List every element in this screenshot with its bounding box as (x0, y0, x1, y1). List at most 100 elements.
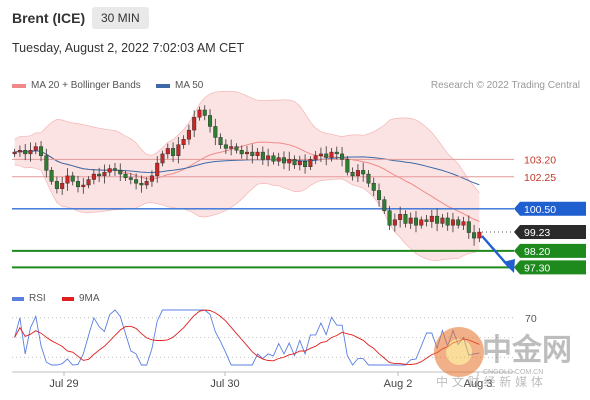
candle-body (334, 151, 339, 155)
candle-body (44, 155, 49, 171)
candle-body (303, 161, 308, 167)
candle-body (324, 153, 329, 158)
candle-body (102, 171, 107, 177)
x-tick-label: Aug 2 (384, 378, 413, 390)
x-tick-label: Jul 29 (49, 378, 78, 390)
legend-swatch-ma20 (12, 83, 26, 88)
candle-body (276, 157, 281, 162)
candle-body (202, 109, 207, 116)
candle-body (392, 219, 397, 226)
candle-body (39, 146, 44, 156)
candle-body (472, 232, 477, 239)
candle-body (313, 155, 318, 160)
candle-body (297, 161, 302, 166)
legend-swatch-ma50 (156, 83, 170, 88)
candle-body (149, 175, 154, 182)
candle-body (308, 159, 313, 167)
candle-body (65, 175, 70, 184)
candle-body (118, 170, 123, 175)
candle-body (419, 219, 424, 226)
legend-swatch-rsi (12, 296, 24, 301)
candle-body (271, 155, 276, 162)
level-tag-3 (514, 225, 586, 240)
candle-body (186, 129, 191, 140)
legend-label-rsi: RSI (29, 293, 46, 304)
candle-body (466, 221, 471, 233)
projection-arrow-head (503, 259, 515, 273)
candle-body (398, 214, 403, 220)
candle-body (413, 217, 418, 226)
rsi-line (14, 309, 480, 366)
candle-body (450, 219, 455, 226)
chart-header: Brent (ICE) 30 MIN (0, 0, 590, 36)
watermark-brand: 中金网 (482, 333, 572, 368)
bollinger-band (14, 91, 480, 261)
candle-body (329, 151, 334, 158)
candle-body (144, 181, 149, 186)
candle-body (371, 182, 376, 191)
candle-body (424, 219, 429, 222)
candle-body (260, 151, 265, 160)
candle-body (17, 150, 22, 153)
candle-body (244, 151, 249, 155)
rsi-9ma-line (14, 309, 480, 365)
candle-body (81, 184, 86, 188)
legend-9ma: 9MA (62, 293, 100, 304)
candle-body (435, 215, 440, 224)
level-tag-5 (514, 260, 586, 275)
candle-body (229, 146, 234, 149)
candle-body (318, 153, 323, 156)
legend-ma50: MA 50 (156, 80, 203, 91)
candle-body (445, 217, 450, 226)
candle-body (408, 217, 413, 224)
candle-body (403, 214, 408, 224)
x-tick-label: Aug 3 (464, 378, 493, 390)
candle-body (91, 173, 96, 180)
watermark-inner (446, 339, 472, 365)
credit-text: Research © 2022 Trading Central (430, 80, 580, 91)
candle-body (350, 171, 355, 177)
candle-body (134, 179, 139, 184)
chart-timestamp: Tuesday, August 2, 2022 7:02:03 AM CET (12, 41, 245, 55)
legend-label-ma50: MA 50 (175, 80, 204, 91)
candle-body (208, 115, 213, 127)
candle-body (49, 170, 54, 182)
candle-body (239, 150, 244, 155)
candle-body (33, 146, 38, 151)
legend-swatch-9ma (62, 296, 74, 301)
level-label-1: 102.25 (524, 172, 556, 184)
candle-body (382, 199, 387, 211)
legend-ma20-bollinger: MA 20 + Bollinger Bands (12, 80, 141, 91)
candle-body (60, 182, 65, 189)
candle-body (345, 159, 350, 173)
legend-label-ma20: MA 20 + Bollinger Bands (31, 80, 141, 91)
level-label-4: 98.20 (524, 246, 550, 258)
candle-body (287, 159, 292, 164)
candle-body (266, 155, 271, 160)
candle-body (366, 173, 371, 184)
rsi-level-label: 70 (525, 313, 537, 325)
candle-body (128, 177, 133, 180)
candle-body (97, 173, 102, 177)
candle-body (281, 157, 286, 164)
candle-body (171, 148, 176, 156)
candle-body (86, 179, 91, 186)
candle-body (387, 210, 392, 226)
candle-body (223, 144, 228, 149)
candle-body (429, 215, 434, 222)
candle-body (23, 150, 28, 155)
level-label-0: 103.20 (524, 154, 556, 166)
level-tag-4 (514, 243, 586, 258)
candle-body (54, 181, 59, 189)
candle-body (160, 153, 165, 164)
candle-body (234, 146, 239, 151)
timeframe-button[interactable]: 30 MIN (92, 7, 149, 29)
watermark-domain: CNGOLD.COM.CN (483, 369, 543, 376)
level-tag-2 (514, 201, 586, 216)
candle-body (477, 231, 482, 239)
candle-body (176, 144, 181, 156)
candle-body (197, 109, 202, 118)
candle-body (250, 151, 255, 156)
